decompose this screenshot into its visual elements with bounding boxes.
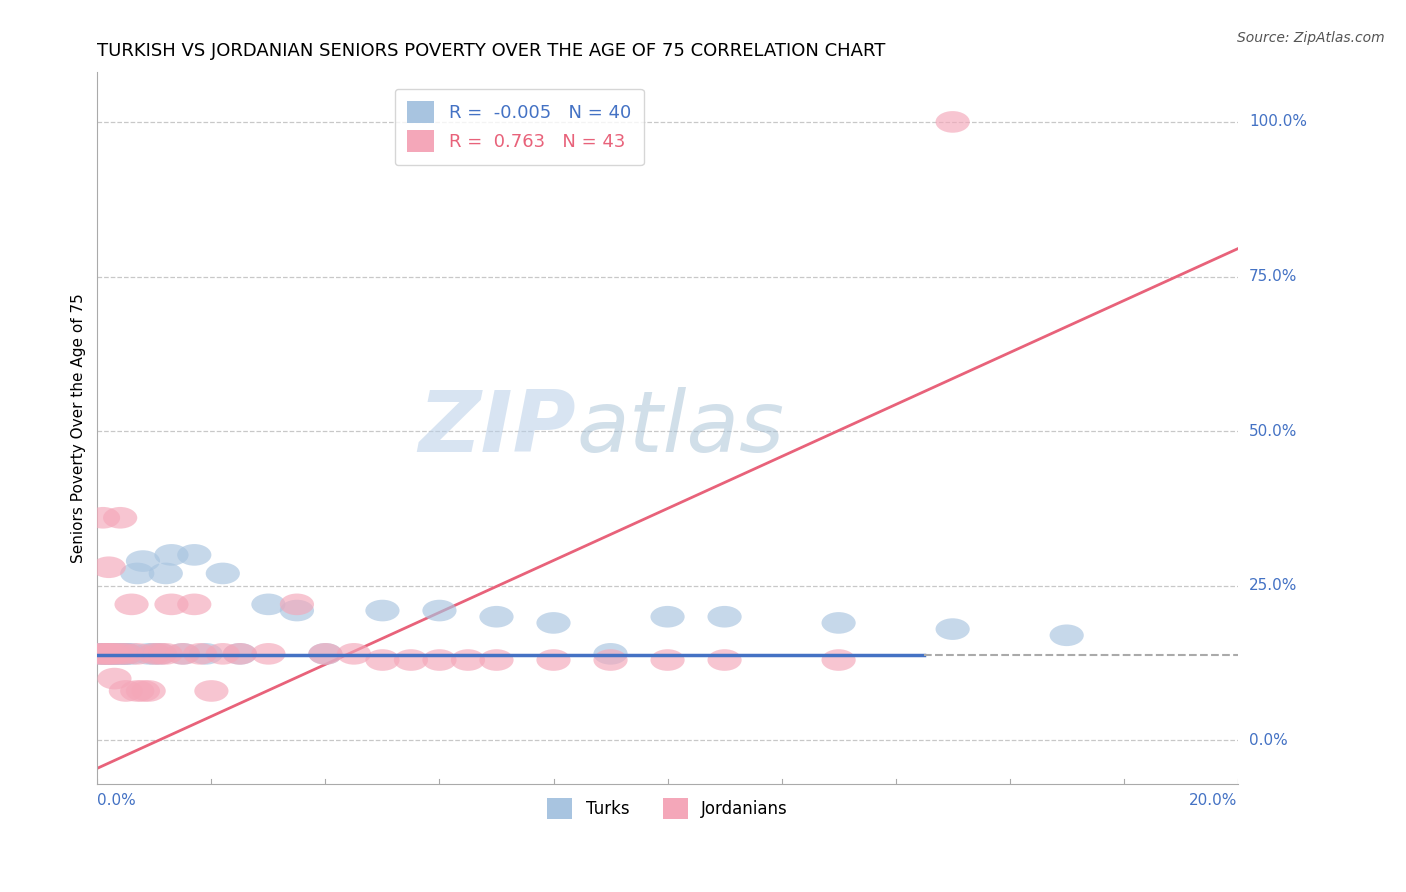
- Ellipse shape: [91, 643, 127, 665]
- Ellipse shape: [138, 643, 172, 665]
- Ellipse shape: [120, 643, 155, 665]
- Ellipse shape: [94, 643, 129, 665]
- Ellipse shape: [821, 649, 856, 671]
- Ellipse shape: [935, 112, 970, 133]
- Ellipse shape: [114, 643, 149, 665]
- Ellipse shape: [707, 606, 742, 628]
- Ellipse shape: [155, 544, 188, 566]
- Ellipse shape: [83, 643, 117, 665]
- Ellipse shape: [105, 643, 141, 665]
- Ellipse shape: [537, 612, 571, 633]
- Ellipse shape: [166, 643, 200, 665]
- Ellipse shape: [97, 643, 132, 665]
- Ellipse shape: [89, 643, 122, 665]
- Ellipse shape: [97, 643, 132, 665]
- Text: 100.0%: 100.0%: [1249, 114, 1308, 129]
- Ellipse shape: [479, 649, 513, 671]
- Ellipse shape: [366, 599, 399, 622]
- Ellipse shape: [205, 643, 240, 665]
- Ellipse shape: [222, 643, 257, 665]
- Ellipse shape: [394, 649, 427, 671]
- Ellipse shape: [138, 643, 172, 665]
- Ellipse shape: [94, 643, 129, 665]
- Ellipse shape: [108, 643, 143, 665]
- Ellipse shape: [103, 643, 138, 665]
- Text: TURKISH VS JORDANIAN SENIORS POVERTY OVER THE AGE OF 75 CORRELATION CHART: TURKISH VS JORDANIAN SENIORS POVERTY OVE…: [97, 42, 886, 60]
- Ellipse shape: [120, 680, 155, 702]
- Ellipse shape: [103, 507, 138, 529]
- Ellipse shape: [149, 563, 183, 584]
- Ellipse shape: [132, 680, 166, 702]
- Ellipse shape: [103, 643, 138, 665]
- Ellipse shape: [222, 643, 257, 665]
- Text: Source: ZipAtlas.com: Source: ZipAtlas.com: [1237, 31, 1385, 45]
- Ellipse shape: [143, 643, 177, 665]
- Ellipse shape: [366, 649, 399, 671]
- Text: 25.0%: 25.0%: [1249, 578, 1298, 593]
- Ellipse shape: [155, 593, 188, 615]
- Ellipse shape: [89, 643, 122, 665]
- Ellipse shape: [86, 643, 120, 665]
- Ellipse shape: [97, 643, 132, 665]
- Ellipse shape: [114, 593, 149, 615]
- Text: atlas: atlas: [576, 386, 785, 469]
- Ellipse shape: [308, 643, 343, 665]
- Ellipse shape: [86, 507, 120, 529]
- Ellipse shape: [194, 680, 229, 702]
- Text: 75.0%: 75.0%: [1249, 269, 1298, 284]
- Ellipse shape: [537, 649, 571, 671]
- Ellipse shape: [252, 593, 285, 615]
- Ellipse shape: [91, 643, 127, 665]
- Ellipse shape: [100, 643, 135, 665]
- Ellipse shape: [86, 643, 120, 665]
- Ellipse shape: [120, 563, 155, 584]
- Ellipse shape: [252, 643, 285, 665]
- Ellipse shape: [166, 643, 200, 665]
- Ellipse shape: [127, 680, 160, 702]
- Ellipse shape: [1049, 624, 1084, 646]
- Ellipse shape: [935, 618, 970, 640]
- Ellipse shape: [308, 643, 343, 665]
- Ellipse shape: [188, 643, 222, 665]
- Ellipse shape: [651, 606, 685, 628]
- Ellipse shape: [593, 643, 627, 665]
- Ellipse shape: [91, 643, 127, 665]
- Ellipse shape: [108, 643, 143, 665]
- Ellipse shape: [86, 643, 120, 665]
- Ellipse shape: [280, 593, 314, 615]
- Ellipse shape: [108, 643, 143, 665]
- Text: 0.0%: 0.0%: [1249, 733, 1288, 747]
- Y-axis label: Seniors Poverty Over the Age of 75: Seniors Poverty Over the Age of 75: [72, 293, 86, 563]
- Ellipse shape: [183, 643, 217, 665]
- Ellipse shape: [479, 606, 513, 628]
- Ellipse shape: [422, 599, 457, 622]
- Ellipse shape: [97, 668, 132, 690]
- Text: ZIP: ZIP: [419, 386, 576, 469]
- Legend: Turks, Jordanians: Turks, Jordanians: [541, 791, 794, 825]
- Ellipse shape: [127, 550, 160, 572]
- Ellipse shape: [707, 649, 742, 671]
- Ellipse shape: [177, 544, 211, 566]
- Ellipse shape: [177, 593, 211, 615]
- Text: 0.0%: 0.0%: [97, 793, 136, 808]
- Ellipse shape: [337, 643, 371, 665]
- Text: 50.0%: 50.0%: [1249, 424, 1298, 439]
- Ellipse shape: [821, 612, 856, 633]
- Ellipse shape: [422, 649, 457, 671]
- Ellipse shape: [91, 557, 127, 578]
- Ellipse shape: [593, 649, 627, 671]
- Ellipse shape: [451, 649, 485, 671]
- Ellipse shape: [83, 643, 117, 665]
- Ellipse shape: [108, 680, 143, 702]
- Ellipse shape: [143, 643, 177, 665]
- Ellipse shape: [280, 599, 314, 622]
- Ellipse shape: [205, 563, 240, 584]
- Ellipse shape: [651, 649, 685, 671]
- Text: 20.0%: 20.0%: [1189, 793, 1237, 808]
- Ellipse shape: [132, 643, 166, 665]
- Ellipse shape: [149, 643, 183, 665]
